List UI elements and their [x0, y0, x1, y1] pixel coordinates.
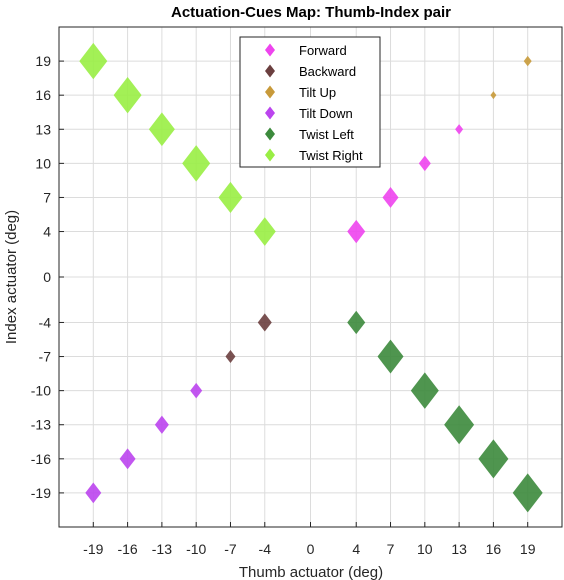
legend-label: Twist Left: [299, 127, 354, 142]
y-tick-label: 7: [43, 189, 51, 205]
data-point: [85, 482, 102, 504]
y-tick-label: 0: [43, 269, 51, 285]
x-tick-label: 0: [307, 541, 315, 557]
data-point: [182, 145, 211, 182]
data-point: [113, 76, 142, 114]
legend-item-forward[interactable]: Forward: [265, 43, 347, 58]
data-point: [523, 55, 532, 67]
y-axis-label: Index actuator (deg): [3, 210, 20, 344]
x-tick-label: -10: [186, 541, 206, 557]
data-point: [79, 42, 108, 80]
legend-label: Twist Right: [299, 148, 363, 163]
x-tick-label: 16: [486, 541, 502, 557]
legend-label: Tilt Up: [299, 85, 336, 100]
y-axis-ticks: -19 -16 -13 -10 -7 -4 0 4 7 10 13 16 19: [31, 53, 64, 501]
data-point: [382, 187, 399, 208]
x-tick-label: 4: [352, 541, 360, 557]
data-point: [444, 405, 475, 445]
legend[interactable]: Forward Backward Tilt Up Tilt Down Twist Lef…: [239, 36, 381, 168]
legend-marker: [265, 85, 275, 99]
data-point: [257, 313, 272, 332]
x-tick-label: 7: [387, 541, 395, 557]
series-tilt-up: [490, 55, 532, 100]
data-point: [218, 181, 243, 214]
x-tick-label: 10: [417, 541, 433, 557]
legend-box: [239, 36, 381, 168]
x-axis-ticks: -19 -16 -13 -10 -7 -4 0 4 7 10 13 16 19: [83, 522, 536, 557]
data-point: [347, 219, 366, 244]
legend-item-backward[interactable]: Backward: [265, 64, 356, 79]
y-tick-label: -10: [31, 383, 51, 399]
data-point: [478, 439, 509, 479]
x-tick-label: -16: [117, 541, 137, 557]
y-tick-label: 4: [43, 224, 51, 240]
legend-label: Forward: [299, 43, 347, 58]
series-backward: [225, 313, 272, 364]
data-point: [410, 372, 439, 409]
chart-title: Actuation-Cues Map: Thumb-Index pair: [171, 4, 451, 21]
x-tick-label: -7: [224, 541, 237, 557]
data-point: [490, 91, 497, 100]
series-twist-right: [79, 42, 276, 246]
data-point: [347, 310, 366, 335]
legend-marker: [265, 43, 275, 57]
y-tick-label: -16: [31, 451, 51, 467]
series-twist-left: [347, 310, 543, 513]
data-point: [148, 112, 175, 147]
data-point: [455, 124, 464, 135]
legend-item-twist-left[interactable]: Twist Left: [265, 127, 354, 142]
x-tick-label: -19: [83, 541, 103, 557]
legend-item-twist-right[interactable]: Twist Right: [265, 148, 363, 163]
x-tick-label: -13: [152, 541, 172, 557]
data-point: [377, 339, 404, 374]
series-tilt-down: [85, 382, 203, 504]
data-point: [190, 382, 203, 399]
y-tick-label: 16: [35, 87, 51, 103]
legend-marker: [265, 148, 275, 162]
data-markers: [79, 42, 543, 513]
data-point: [253, 217, 276, 246]
legend-item-tilt-down[interactable]: Tilt Down: [265, 106, 353, 121]
legend-label: Backward: [299, 64, 356, 79]
x-tick-label: 13: [451, 541, 467, 557]
y-tick-label: -4: [39, 314, 52, 330]
legend-marker: [265, 127, 275, 141]
data-point: [154, 415, 169, 434]
legend-item-tilt-up[interactable]: Tilt Up: [265, 85, 336, 100]
data-point: [225, 350, 236, 364]
data-point: [418, 155, 431, 172]
legend-marker: [265, 64, 275, 78]
x-axis-label: Thumb actuator (deg): [239, 564, 383, 580]
y-tick-label: 10: [35, 155, 51, 171]
y-tick-label: -13: [31, 417, 51, 433]
data-point: [512, 473, 543, 513]
y-tick-label: -7: [39, 349, 52, 365]
series-forward: [347, 124, 464, 244]
y-tick-label: 19: [35, 53, 51, 69]
data-point: [119, 448, 136, 470]
legend-marker: [265, 106, 275, 120]
legend-label: Tilt Down: [299, 106, 353, 121]
x-tick-label: 19: [520, 541, 536, 557]
x-tick-label: -4: [259, 541, 272, 557]
y-tick-label: -19: [31, 485, 51, 501]
y-tick-label: 13: [35, 121, 51, 137]
